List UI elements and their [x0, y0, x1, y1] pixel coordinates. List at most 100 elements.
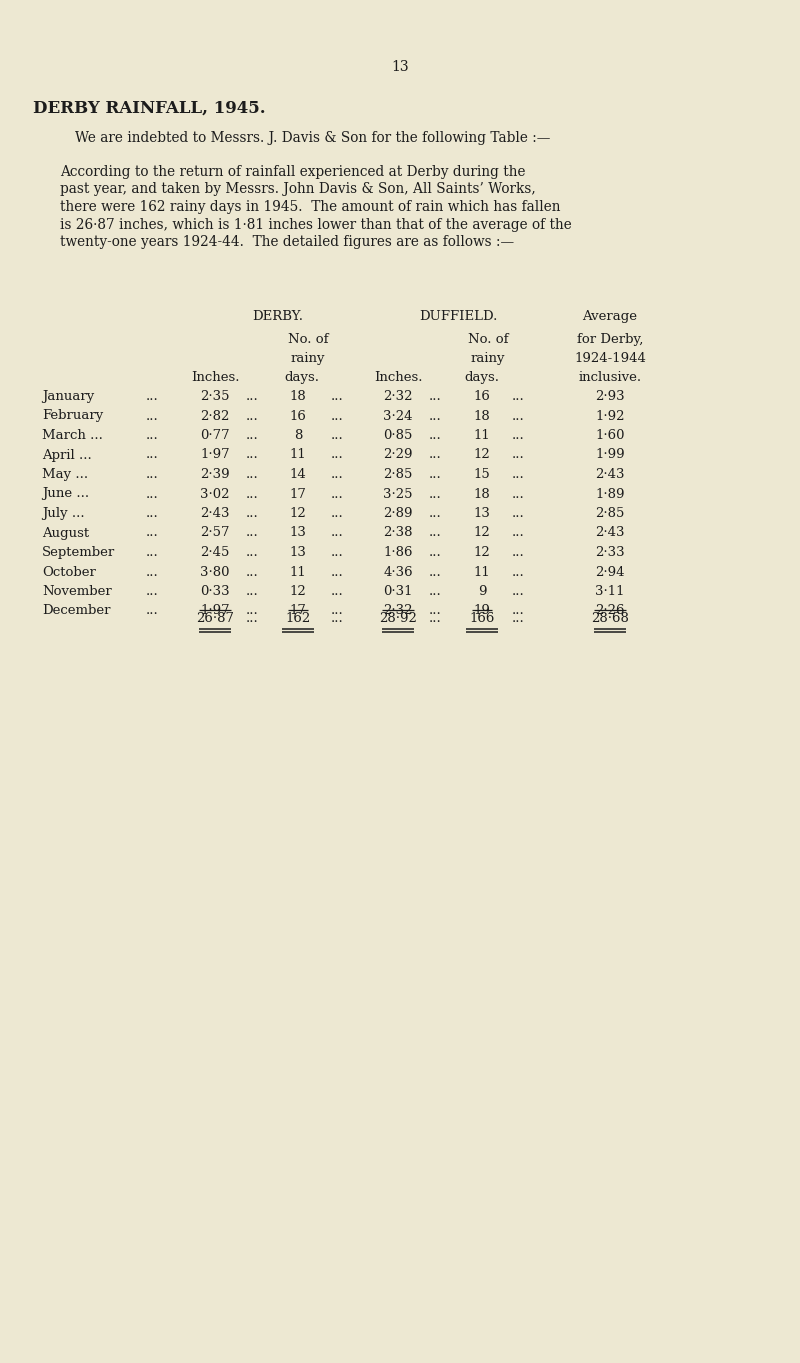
Text: 2·89: 2·89: [383, 507, 413, 521]
Text: ...: ...: [512, 488, 524, 500]
Text: 13: 13: [290, 526, 306, 540]
Text: 11: 11: [474, 429, 490, 442]
Text: days.: days.: [465, 371, 499, 384]
Text: ...: ...: [246, 409, 258, 423]
Text: 2·39: 2·39: [200, 468, 230, 481]
Text: ...: ...: [246, 488, 258, 500]
Text: 2·32: 2·32: [383, 605, 413, 617]
Text: 0·33: 0·33: [200, 585, 230, 598]
Text: ...: ...: [512, 429, 524, 442]
Text: 2·85: 2·85: [383, 468, 413, 481]
Text: ...: ...: [512, 566, 524, 578]
Text: ...: ...: [429, 468, 442, 481]
Text: ...: ...: [246, 468, 258, 481]
Text: 28·92: 28·92: [379, 612, 417, 626]
Text: ...: ...: [512, 468, 524, 481]
Text: ...: ...: [330, 429, 343, 442]
Text: 16: 16: [474, 390, 490, 403]
Text: ...: ...: [146, 547, 158, 559]
Text: ...: ...: [330, 390, 343, 403]
Text: ...: ...: [429, 488, 442, 500]
Text: ...: ...: [429, 390, 442, 403]
Text: February: February: [42, 409, 103, 423]
Text: ...: ...: [330, 507, 343, 521]
Text: Average: Average: [582, 309, 638, 323]
Text: ...: ...: [429, 566, 442, 578]
Text: ...: ...: [246, 507, 258, 521]
Text: 2·32: 2·32: [383, 390, 413, 403]
Text: past year, and taken by Messrs. John Davis & Son, All Saints’ Works,: past year, and taken by Messrs. John Dav…: [60, 183, 536, 196]
Text: 0·31: 0·31: [383, 585, 413, 598]
Text: January: January: [42, 390, 94, 403]
Text: 16: 16: [290, 409, 306, 423]
Text: 18: 18: [474, 488, 490, 500]
Text: December: December: [42, 605, 110, 617]
Text: ...: ...: [512, 507, 524, 521]
Text: March ...: March ...: [42, 429, 103, 442]
Text: 2·43: 2·43: [595, 526, 625, 540]
Text: ...: ...: [330, 566, 343, 578]
Text: 1·99: 1·99: [595, 448, 625, 462]
Text: 3·11: 3·11: [595, 585, 625, 598]
Text: ...: ...: [146, 390, 158, 403]
Text: ...: ...: [246, 448, 258, 462]
Text: DUFFIELD.: DUFFIELD.: [419, 309, 497, 323]
Text: 19: 19: [474, 605, 490, 617]
Text: 0·77: 0·77: [200, 429, 230, 442]
Text: June ...: June ...: [42, 488, 89, 500]
Text: 1·60: 1·60: [595, 429, 625, 442]
Text: 3·80: 3·80: [200, 566, 230, 578]
Text: is 26·87 inches, which is 1·81 inches lower than that of the average of the: is 26·87 inches, which is 1·81 inches lo…: [60, 218, 572, 232]
Text: 18: 18: [474, 409, 490, 423]
Text: 2·35: 2·35: [200, 390, 230, 403]
Text: ...: ...: [146, 448, 158, 462]
Text: ...: ...: [429, 507, 442, 521]
Text: ...: ...: [330, 409, 343, 423]
Text: 2·93: 2·93: [595, 390, 625, 403]
Text: ...: ...: [429, 429, 442, 442]
Text: 1·86: 1·86: [383, 547, 413, 559]
Text: ...: ...: [330, 612, 343, 626]
Text: 14: 14: [290, 468, 306, 481]
Text: ...: ...: [330, 488, 343, 500]
Text: Inches.: Inches.: [374, 371, 422, 384]
Text: ...: ...: [146, 507, 158, 521]
Text: May ...: May ...: [42, 468, 88, 481]
Text: 166: 166: [470, 612, 494, 626]
Text: ...: ...: [512, 448, 524, 462]
Text: ...: ...: [246, 390, 258, 403]
Text: ...: ...: [246, 526, 258, 540]
Text: ...: ...: [512, 605, 524, 617]
Text: ...: ...: [146, 566, 158, 578]
Text: 17: 17: [290, 488, 306, 500]
Text: ...: ...: [246, 605, 258, 617]
Text: 28·68: 28·68: [591, 612, 629, 626]
Text: 1·97: 1·97: [200, 605, 230, 617]
Text: 12: 12: [474, 547, 490, 559]
Text: 162: 162: [286, 612, 310, 626]
Text: rainy: rainy: [470, 352, 506, 365]
Text: ...: ...: [429, 547, 442, 559]
Text: 13: 13: [391, 60, 409, 74]
Text: ...: ...: [330, 605, 343, 617]
Text: April ...: April ...: [42, 448, 92, 462]
Text: 13: 13: [290, 547, 306, 559]
Text: No. of: No. of: [288, 333, 328, 346]
Text: 2·43: 2·43: [595, 468, 625, 481]
Text: ...: ...: [246, 547, 258, 559]
Text: ...: ...: [429, 612, 442, 626]
Text: 2·94: 2·94: [595, 566, 625, 578]
Text: ...: ...: [330, 468, 343, 481]
Text: 2·33: 2·33: [595, 547, 625, 559]
Text: rainy: rainy: [290, 352, 326, 365]
Text: 11: 11: [290, 448, 306, 462]
Text: ...: ...: [512, 547, 524, 559]
Text: 0·85: 0·85: [383, 429, 413, 442]
Text: 9: 9: [478, 585, 486, 598]
Text: We are indebted to Messrs. J. Davis & Son for the following Table :—: We are indebted to Messrs. J. Davis & So…: [75, 131, 550, 144]
Text: 2·45: 2·45: [200, 547, 230, 559]
Text: ...: ...: [146, 605, 158, 617]
Text: 2·26: 2·26: [595, 605, 625, 617]
Text: inclusive.: inclusive.: [578, 371, 642, 384]
Text: 12: 12: [474, 526, 490, 540]
